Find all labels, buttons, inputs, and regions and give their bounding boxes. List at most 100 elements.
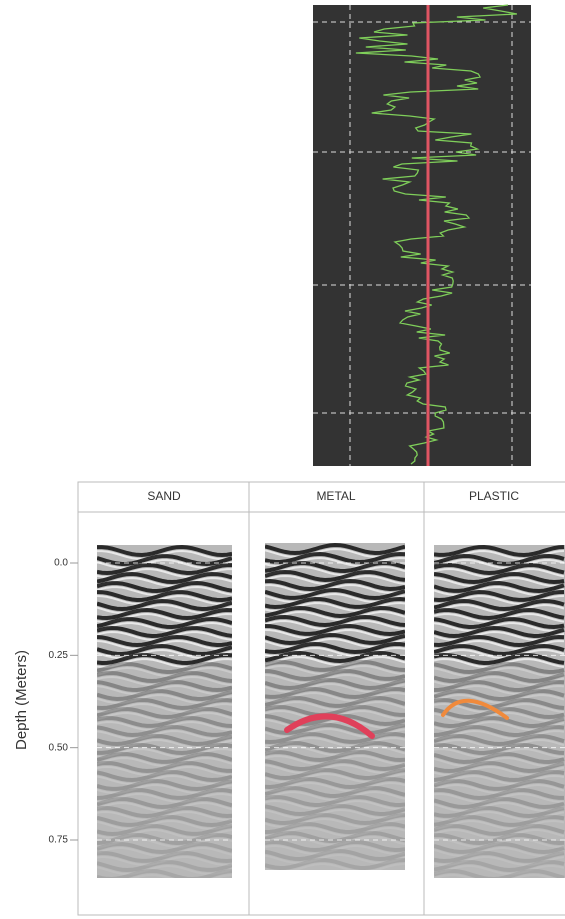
reflection-band (97, 545, 232, 558)
reflection-band (265, 722, 405, 736)
reflection-band (265, 853, 405, 865)
reflection-band (97, 864, 232, 876)
radargram-texture (97, 545, 232, 878)
reflection-band (434, 752, 565, 765)
reflection-band (97, 702, 232, 714)
reflection-band (265, 839, 405, 853)
reflection-band (97, 751, 232, 764)
depth-tick-label: 0.50 (49, 742, 69, 753)
reflection-band (434, 571, 565, 585)
reflection-band (97, 846, 232, 858)
reflection-band (97, 657, 232, 669)
reflection-band (265, 583, 405, 595)
reflection-band (434, 819, 565, 830)
reflection-band (97, 832, 232, 846)
panel-title: METAL (316, 489, 355, 503)
reflection-band (97, 621, 232, 633)
reflection-band (265, 695, 405, 708)
reflection-band (130, 873, 232, 878)
reflection-band (265, 655, 405, 667)
reflection-band (265, 808, 405, 820)
reflection-band (97, 625, 232, 639)
reflection-band (265, 668, 405, 682)
reflection-band (434, 868, 565, 878)
reflection-band (265, 596, 405, 610)
reflection-band (434, 805, 565, 819)
reflection-band (434, 693, 565, 705)
reflection-band (97, 580, 232, 594)
reflection-band (97, 616, 232, 630)
panel-title: SAND (147, 489, 181, 503)
reflection-band (97, 607, 232, 621)
reflection-band (97, 554, 232, 567)
depth-tick-label: 0.75 (49, 835, 69, 846)
reflection-band (97, 697, 232, 711)
reflection-band (97, 774, 232, 786)
reflection-band (97, 661, 232, 675)
reflection-band (265, 610, 405, 622)
reflection-band (97, 841, 232, 855)
reflection-band (434, 721, 565, 732)
reflection-band (97, 634, 232, 648)
reflection-band (434, 837, 565, 849)
reflection-band (434, 607, 565, 621)
reflection-band (265, 664, 405, 675)
reflection-band (97, 706, 232, 720)
reflection-band (434, 675, 565, 687)
reflection-band (97, 850, 232, 864)
reflection-band (434, 828, 565, 840)
reflection-band (265, 673, 405, 685)
reflection-band (97, 595, 232, 606)
reflection-band (265, 764, 405, 775)
reflection-band (265, 844, 405, 856)
reflection-band (434, 724, 565, 738)
reflection-band (434, 733, 565, 747)
reflection-band (434, 792, 564, 804)
panel-frame (77, 481, 565, 916)
reflection-band (434, 823, 565, 837)
reflection-band (265, 799, 405, 811)
reflection-band (265, 781, 405, 793)
reflection-band (265, 754, 405, 766)
reflection-band (265, 848, 405, 862)
reflection-band (434, 589, 565, 603)
reflection-band (265, 736, 405, 748)
reflection-band (434, 757, 565, 768)
reflection-band (434, 765, 565, 777)
reflection-band (265, 551, 405, 565)
reflection-band (265, 772, 405, 784)
reflection-band (97, 711, 232, 723)
reflection-band (265, 821, 405, 835)
reflection-band (97, 801, 232, 813)
reflection-band (434, 634, 565, 648)
reflection-band (265, 704, 405, 718)
reflection-band (265, 614, 405, 628)
reflection-band (265, 776, 405, 790)
reflection-band (265, 826, 405, 838)
reflection-band (97, 868, 232, 878)
reflection-band (265, 803, 405, 817)
reflection-band (265, 623, 405, 637)
reflection-band (434, 810, 565, 822)
reflection-band (434, 622, 565, 633)
reflection-band (97, 679, 232, 693)
reflection-band (434, 666, 565, 678)
reflection-band (265, 785, 405, 799)
metal-hyperbola (284, 713, 375, 739)
reflection-band (97, 756, 232, 767)
reflection-band (97, 720, 232, 731)
reflection-band (434, 603, 565, 615)
reflection-band (434, 859, 565, 873)
reflection-band (265, 641, 405, 655)
reflection-band (265, 686, 405, 700)
reflection-band (265, 817, 405, 829)
reflection-band (434, 670, 565, 684)
reflection-band (265, 731, 405, 745)
reflection-band (97, 694, 232, 705)
reflection-band (434, 846, 565, 858)
reflection-band (265, 650, 405, 664)
reflection-band (265, 543, 405, 556)
reflection-band (434, 706, 565, 720)
